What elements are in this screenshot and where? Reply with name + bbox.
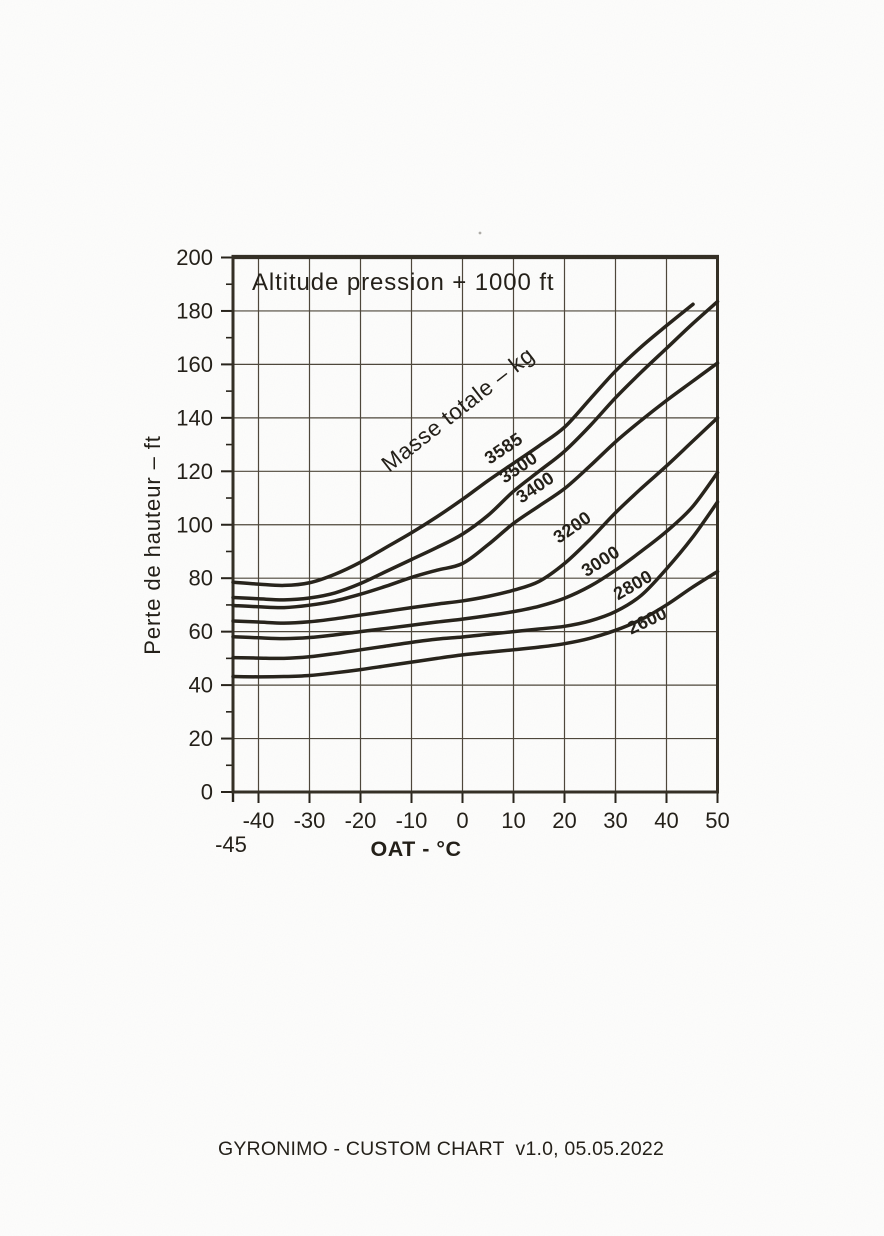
scan-texture: [0, 0, 884, 1236]
performance-chart: 3585350034003200300028002600 -40-30-20-1…: [0, 0, 884, 1236]
page: 3585350034003200300028002600 -40-30-20-1…: [0, 0, 884, 1236]
